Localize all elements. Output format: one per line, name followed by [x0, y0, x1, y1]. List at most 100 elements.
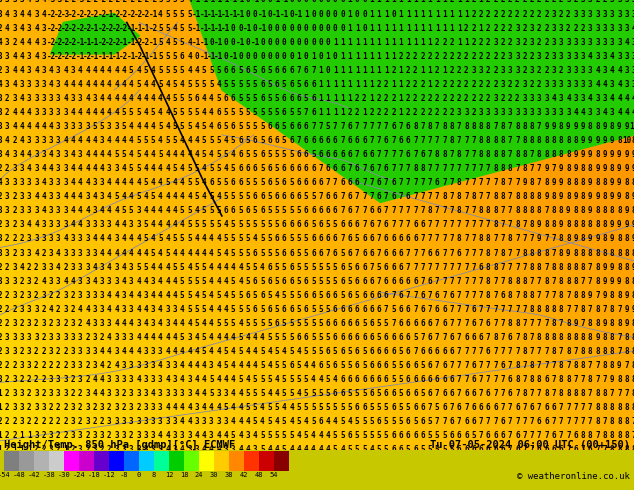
Text: 7: 7	[456, 375, 462, 384]
Text: 3: 3	[12, 347, 17, 356]
Text: 7: 7	[406, 248, 410, 258]
Text: 6: 6	[377, 178, 381, 187]
Text: 7: 7	[340, 136, 345, 145]
Text: 4: 4	[107, 108, 112, 117]
Text: 8: 8	[566, 389, 571, 398]
Text: 3: 3	[41, 263, 46, 271]
Text: 1: 1	[318, 80, 323, 89]
Text: 4: 4	[114, 80, 119, 89]
Text: 6: 6	[289, 220, 294, 229]
Text: 4: 4	[195, 291, 199, 300]
Text: 4: 4	[136, 375, 141, 384]
Text: 6: 6	[362, 277, 366, 286]
Text: 1: 1	[326, 80, 330, 89]
Text: 3: 3	[631, 80, 634, 89]
Text: 4: 4	[34, 24, 39, 33]
Text: 6: 6	[450, 291, 454, 300]
Text: 5: 5	[187, 80, 191, 89]
Text: 2: 2	[559, 66, 564, 75]
Text: 7: 7	[428, 220, 432, 229]
Text: 3: 3	[63, 164, 68, 173]
Text: 5: 5	[209, 164, 214, 173]
Text: 5: 5	[238, 108, 243, 117]
Text: 7: 7	[581, 403, 585, 412]
Text: -2: -2	[54, 10, 63, 19]
Text: 9: 9	[617, 178, 622, 187]
Text: 3: 3	[588, 66, 593, 75]
Text: 4: 4	[20, 263, 24, 271]
Text: 3: 3	[631, 66, 634, 75]
Text: -1: -1	[200, 0, 209, 4]
Text: 2: 2	[41, 417, 46, 426]
Text: 6: 6	[311, 291, 316, 300]
Text: 6: 6	[326, 164, 330, 173]
Text: 7: 7	[559, 431, 564, 440]
Text: 5: 5	[245, 150, 250, 159]
Text: 5: 5	[355, 417, 359, 426]
Text: 5: 5	[275, 248, 279, 258]
Text: Tu 07-05-2024 06:00 UTC (00+150): Tu 07-05-2024 06:00 UTC (00+150)	[430, 440, 630, 450]
Text: 4: 4	[268, 389, 272, 398]
Text: 7: 7	[355, 248, 359, 258]
Text: 8: 8	[610, 445, 614, 454]
Text: 5: 5	[268, 235, 272, 244]
Text: 5: 5	[158, 24, 163, 33]
Text: 3: 3	[151, 375, 155, 384]
Text: 7: 7	[464, 361, 469, 370]
Text: 4: 4	[209, 319, 214, 328]
Text: 7: 7	[311, 122, 316, 131]
Text: 4: 4	[202, 164, 206, 173]
Text: 3: 3	[78, 375, 82, 384]
Text: 8: 8	[559, 277, 564, 286]
Text: 3: 3	[5, 192, 10, 201]
Text: 3: 3	[464, 108, 469, 117]
Text: 3: 3	[93, 319, 97, 328]
Text: 3: 3	[5, 66, 10, 75]
Text: 1: 1	[333, 66, 337, 75]
Text: 3: 3	[195, 417, 199, 426]
Text: 8: 8	[610, 347, 614, 356]
Text: -1: -1	[214, 38, 223, 47]
Text: -2: -2	[98, 10, 107, 19]
Text: 4: 4	[158, 10, 163, 19]
Text: 3: 3	[114, 235, 119, 244]
Text: 7: 7	[399, 220, 403, 229]
Text: 0: 0	[297, 0, 301, 4]
Text: 8: 8	[552, 333, 556, 342]
Text: 9: 9	[537, 235, 541, 244]
Text: 6: 6	[268, 178, 272, 187]
Text: 2: 2	[122, 403, 126, 412]
Text: 7: 7	[515, 333, 520, 342]
Text: 8: 8	[631, 333, 634, 342]
Text: 7: 7	[522, 403, 527, 412]
Text: 7: 7	[450, 319, 454, 328]
Text: 2: 2	[5, 375, 10, 384]
Text: 6: 6	[282, 220, 287, 229]
Text: 2: 2	[0, 361, 3, 370]
Text: 7: 7	[479, 291, 483, 300]
Text: 8: 8	[515, 375, 520, 384]
Text: -3: -3	[61, 10, 70, 19]
Text: 8: 8	[610, 403, 614, 412]
Text: 4: 4	[297, 445, 301, 454]
Text: 4: 4	[136, 235, 141, 244]
Text: 3: 3	[56, 164, 61, 173]
Text: 3: 3	[114, 277, 119, 286]
Text: 7: 7	[588, 277, 593, 286]
Text: 8: 8	[486, 136, 491, 145]
Text: 7: 7	[508, 263, 512, 271]
Text: 4: 4	[114, 206, 119, 215]
Text: 5: 5	[245, 277, 250, 286]
Text: 3: 3	[12, 0, 17, 4]
Text: 4: 4	[151, 164, 155, 173]
Text: 9: 9	[610, 235, 614, 244]
Text: 3: 3	[559, 24, 564, 33]
Text: 2: 2	[63, 263, 68, 271]
Text: 6: 6	[268, 305, 272, 314]
Text: 3: 3	[20, 192, 24, 201]
Text: 7: 7	[529, 389, 534, 398]
Text: 2: 2	[5, 445, 10, 454]
Text: 4: 4	[231, 263, 235, 271]
Text: 3: 3	[56, 80, 61, 89]
Text: 5: 5	[238, 291, 243, 300]
